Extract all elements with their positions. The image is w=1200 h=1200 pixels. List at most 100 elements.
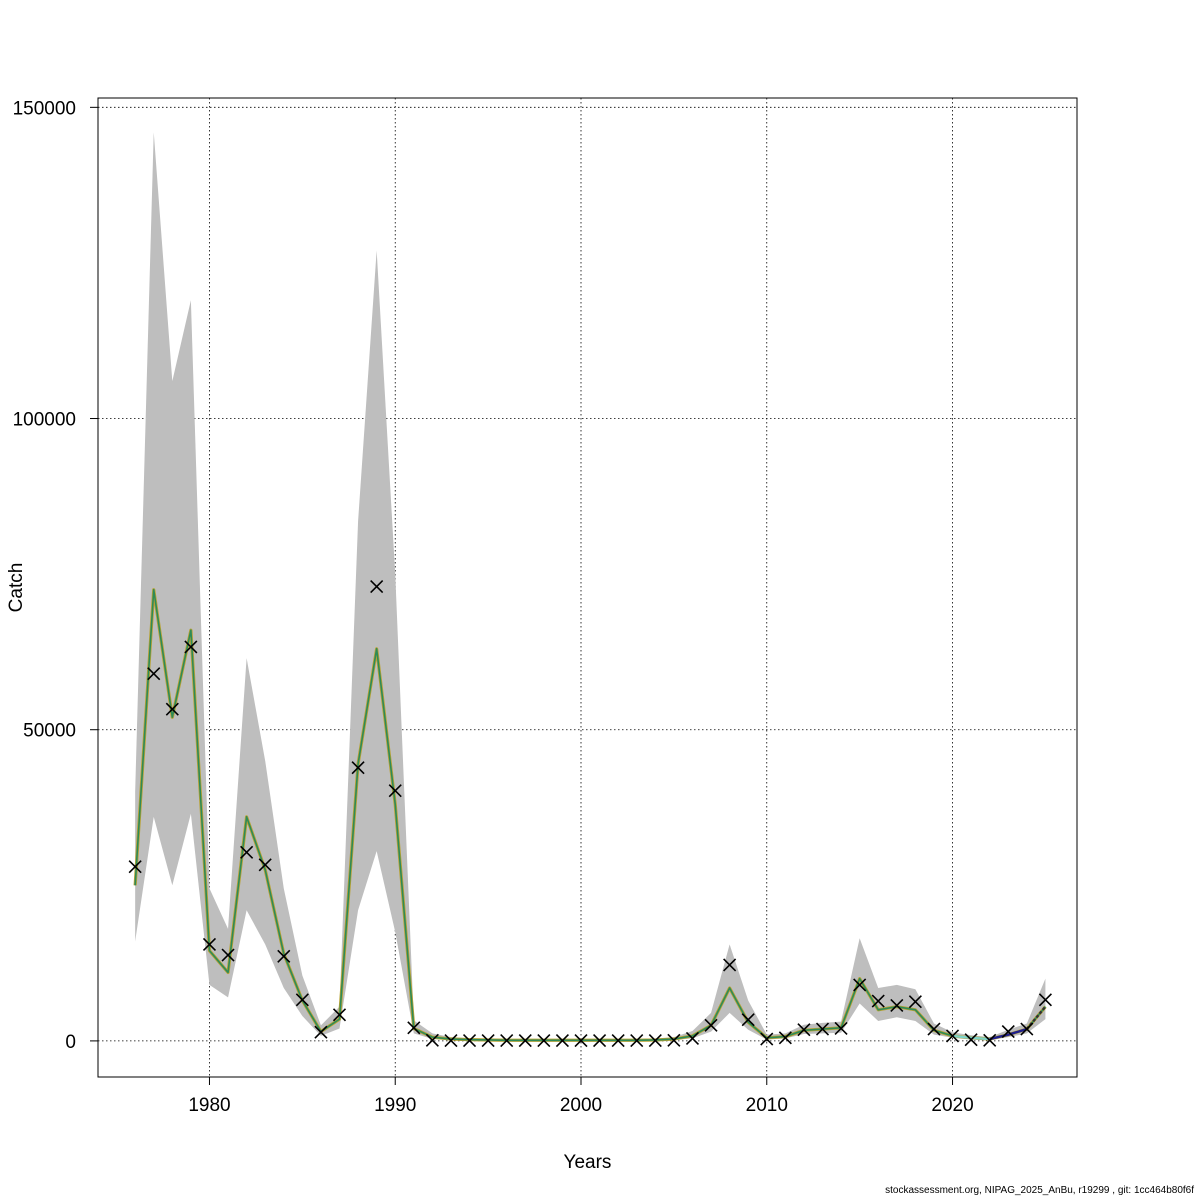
marker-stroke <box>295 993 309 1007</box>
observed-marker <box>685 1031 700 1045</box>
marker-stroke <box>462 1034 477 1048</box>
confidence-band-layer <box>135 132 1046 1041</box>
marker-stroke <box>314 1025 328 1039</box>
marker-stroke <box>945 1029 960 1043</box>
observed-marker <box>370 580 384 594</box>
marker-stroke <box>518 1034 532 1048</box>
observed-marker <box>1038 993 1052 1007</box>
marker-stroke <box>908 995 922 1009</box>
marker-stroke <box>834 1021 848 1036</box>
observed-marker <box>983 1033 997 1047</box>
marker-stroke <box>351 761 365 775</box>
marker-stroke <box>332 1008 347 1022</box>
marker-stroke <box>388 784 402 798</box>
marker-stroke <box>611 1034 625 1048</box>
observed-marker <box>407 1021 421 1035</box>
observed-marker <box>184 640 198 654</box>
observed-marker <box>667 1033 681 1047</box>
observed-marker <box>555 1034 569 1048</box>
marker-stroke <box>370 580 384 594</box>
marker-stroke <box>444 1034 458 1048</box>
y-tick-label: 150000 <box>13 98 76 119</box>
plot-frame <box>97 97 1078 1078</box>
observed-marker <box>388 784 402 798</box>
marker-stroke <box>685 1031 700 1045</box>
observed-marker <box>871 994 885 1008</box>
marker-stroke <box>871 994 885 1008</box>
observed-marker <box>723 958 737 972</box>
observed-marker <box>351 761 365 775</box>
marker-stroke <box>667 1033 681 1047</box>
marker-stroke <box>1020 1022 1034 1036</box>
observed-marker <box>853 978 867 992</box>
marker-stroke <box>165 702 179 716</box>
observed-marker <box>425 1033 439 1047</box>
y-tick-label: 0 <box>65 1032 76 1053</box>
marker-stroke <box>1001 1025 1015 1039</box>
marker-stroke <box>760 1032 774 1046</box>
marker-stroke <box>853 978 867 992</box>
marker-stroke <box>537 1034 551 1048</box>
x-tick-label: 1980 <box>188 1095 230 1116</box>
observed-marker <box>277 949 291 963</box>
x-tick-label: 1990 <box>374 1095 416 1116</box>
observed-marker <box>500 1034 514 1048</box>
x-tick-label: 2020 <box>931 1095 973 1116</box>
marker-stroke <box>128 860 142 874</box>
observed-marker <box>945 1029 960 1043</box>
observed-marker <box>221 948 235 962</box>
marker-stroke <box>741 1013 755 1027</box>
marker-stroke <box>704 1018 718 1032</box>
observed-marker <box>240 845 254 859</box>
marker-stroke <box>184 640 198 654</box>
observed-marker <box>518 1034 532 1048</box>
axes-layer: 1980 1990 2000 2010 2020 0 50000 100000 150000 <box>13 98 974 1116</box>
marker-stroke <box>425 1033 439 1047</box>
observed-marker <box>481 1034 495 1048</box>
marker-stroke <box>481 1034 495 1048</box>
marker-stroke <box>648 1034 662 1048</box>
footer-credit: stockassessment.org, NIPAG_2025_AnBu, r1… <box>885 1185 1194 1196</box>
marker-stroke <box>797 1023 811 1037</box>
marker-stroke <box>1038 993 1052 1007</box>
observed-marker <box>797 1023 811 1037</box>
observed-marker <box>890 998 904 1012</box>
x-tick-label: 2010 <box>746 1095 788 1116</box>
marker-stroke <box>964 1033 978 1047</box>
observed-marker <box>258 858 272 872</box>
marker-stroke <box>202 937 217 951</box>
observed-marker <box>760 1032 774 1046</box>
marker-stroke <box>630 1034 644 1048</box>
marker-stroke <box>240 845 254 859</box>
marker-stroke <box>593 1034 607 1048</box>
observed-marker <box>128 860 142 874</box>
estimate-line-tail-a <box>952 1034 990 1041</box>
observed-marker <box>741 1013 755 1027</box>
observed-marker <box>462 1034 477 1048</box>
marker-stroke <box>407 1021 421 1035</box>
observed-marker <box>574 1034 588 1048</box>
observed-marker <box>815 1022 830 1036</box>
observed-marker <box>964 1033 978 1047</box>
y-tick-label: 100000 <box>13 410 76 431</box>
marker-stroke <box>258 858 272 872</box>
observed-marker <box>778 1031 792 1045</box>
estimate-line <box>134 588 1047 1042</box>
observed-marker <box>648 1034 662 1048</box>
y-axis-label: Catch <box>6 563 27 613</box>
observed-marker <box>295 993 309 1007</box>
observed-marker <box>314 1025 328 1039</box>
marker-stroke <box>555 1034 569 1048</box>
observed-marker <box>1001 1025 1015 1039</box>
marker-stroke <box>983 1033 997 1047</box>
observed-marker <box>537 1034 551 1048</box>
confidence-band <box>135 132 1046 1041</box>
marker-stroke <box>147 667 161 681</box>
observed-marker <box>1020 1022 1034 1036</box>
marker-stroke <box>723 958 737 972</box>
marker-stroke <box>778 1031 792 1045</box>
observed-marker <box>908 995 922 1009</box>
x-tick-label: 2000 <box>560 1095 602 1116</box>
marker-stroke <box>221 948 235 962</box>
